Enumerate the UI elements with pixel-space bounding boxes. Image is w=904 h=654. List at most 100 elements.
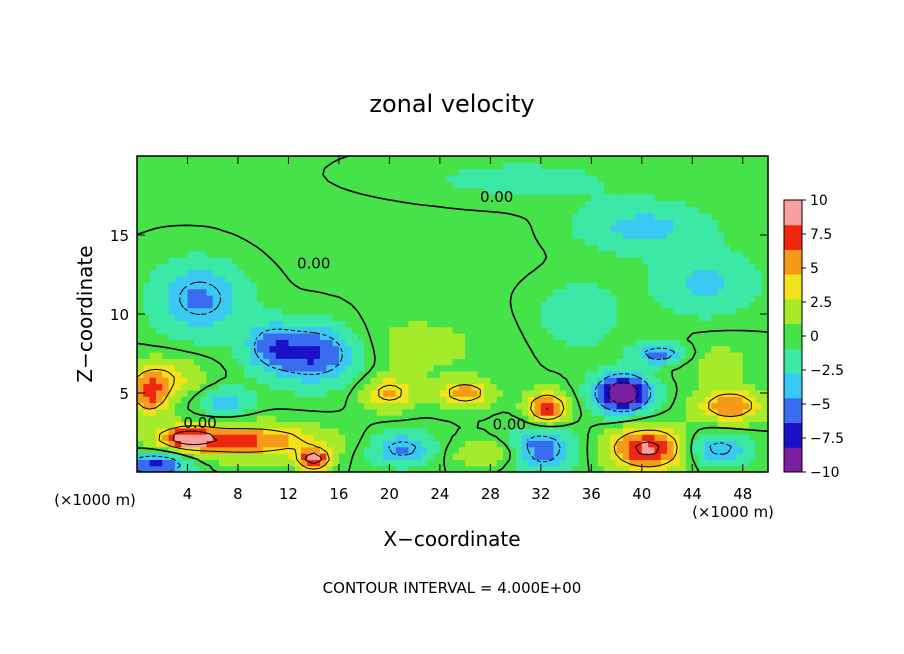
field-cell bbox=[439, 453, 447, 460]
field-cell bbox=[174, 351, 182, 359]
field-cell bbox=[534, 465, 542, 472]
field-cell bbox=[490, 434, 498, 441]
field-cell bbox=[263, 257, 271, 265]
field-cell bbox=[383, 320, 390, 328]
field-cell bbox=[452, 168, 460, 176]
field-cell bbox=[597, 408, 605, 416]
field-cell bbox=[301, 257, 308, 265]
field-cell bbox=[622, 168, 630, 176]
field-cell bbox=[496, 377, 504, 385]
field-cell bbox=[433, 320, 441, 328]
field-cell bbox=[692, 238, 700, 246]
field-cell bbox=[490, 396, 498, 404]
field-cell bbox=[237, 465, 245, 472]
field-cell bbox=[667, 402, 674, 410]
field-cell bbox=[288, 238, 296, 246]
field-cell bbox=[610, 383, 618, 391]
field-cell bbox=[496, 364, 504, 372]
field-cell bbox=[181, 453, 189, 460]
field-cell bbox=[572, 396, 580, 404]
field-cell bbox=[301, 162, 308, 170]
field-cell bbox=[736, 219, 744, 227]
field-cell bbox=[603, 358, 611, 366]
field-cell bbox=[477, 276, 485, 283]
field-cell bbox=[288, 174, 296, 182]
field-cell bbox=[433, 427, 441, 435]
field-cell bbox=[408, 434, 416, 441]
field-cell bbox=[616, 307, 624, 315]
field-cell bbox=[244, 174, 252, 182]
field-cell bbox=[275, 320, 283, 328]
field-cell bbox=[723, 168, 731, 176]
field-cell bbox=[496, 326, 504, 334]
field-cell bbox=[736, 415, 744, 423]
field-cell bbox=[231, 238, 239, 246]
field-cell bbox=[610, 446, 618, 454]
field-cell bbox=[263, 402, 271, 410]
field-cell bbox=[338, 402, 346, 410]
field-cell bbox=[326, 370, 334, 378]
field-cell bbox=[174, 282, 182, 290]
field-cell bbox=[578, 156, 586, 163]
field-cell bbox=[256, 358, 264, 366]
field-cell bbox=[572, 389, 580, 397]
field-cell bbox=[528, 263, 536, 271]
field-cell bbox=[597, 320, 605, 328]
field-cell bbox=[673, 219, 681, 227]
field-cell bbox=[534, 453, 542, 460]
field-cell bbox=[162, 339, 170, 347]
field-cell bbox=[704, 206, 712, 214]
field-cell bbox=[692, 358, 700, 366]
field-cell bbox=[572, 421, 580, 429]
field-cell bbox=[414, 156, 422, 163]
field-cell bbox=[723, 212, 731, 220]
field-cell bbox=[629, 212, 637, 220]
field-cell bbox=[376, 263, 384, 271]
field-cell bbox=[345, 370, 353, 378]
field-cell bbox=[685, 225, 693, 233]
field-cell bbox=[301, 193, 308, 201]
field-cell bbox=[294, 238, 302, 246]
field-cell bbox=[149, 206, 157, 214]
field-cell bbox=[338, 282, 346, 290]
field-cell bbox=[294, 402, 302, 410]
field-cell bbox=[181, 250, 189, 258]
field-cell bbox=[654, 339, 662, 347]
field-cell bbox=[219, 187, 226, 195]
field-cell bbox=[723, 231, 731, 239]
field-cell bbox=[755, 446, 763, 454]
field-cell bbox=[641, 351, 649, 359]
field-cell bbox=[749, 345, 756, 353]
field-cell bbox=[591, 358, 599, 366]
field-cell bbox=[698, 339, 706, 347]
field-cell bbox=[225, 187, 233, 195]
field-cell bbox=[244, 314, 252, 321]
field-cell bbox=[547, 402, 555, 410]
field-cell bbox=[484, 402, 491, 410]
field-cell bbox=[414, 459, 422, 467]
field-cell bbox=[181, 389, 189, 397]
field-cell bbox=[490, 187, 498, 195]
field-cell bbox=[263, 440, 271, 448]
field-cell bbox=[591, 301, 599, 309]
field-cell bbox=[654, 364, 662, 372]
field-cell bbox=[338, 193, 346, 201]
field-cell bbox=[162, 257, 170, 265]
field-cell bbox=[667, 231, 674, 239]
field-cell bbox=[269, 219, 277, 227]
field-cell bbox=[244, 219, 252, 227]
field-cell bbox=[351, 320, 359, 328]
field-cell bbox=[389, 421, 397, 429]
field-cell bbox=[471, 364, 479, 372]
field-cell bbox=[219, 358, 226, 366]
field-cell bbox=[496, 389, 504, 397]
field-cell bbox=[723, 225, 731, 233]
field-cell bbox=[181, 434, 189, 441]
field-cell bbox=[622, 269, 630, 277]
field-cell bbox=[521, 408, 529, 416]
field-cell bbox=[515, 168, 523, 176]
field-cell bbox=[244, 332, 252, 340]
field-cell bbox=[301, 383, 308, 391]
field-cell bbox=[345, 326, 353, 334]
field-cell bbox=[496, 156, 504, 163]
